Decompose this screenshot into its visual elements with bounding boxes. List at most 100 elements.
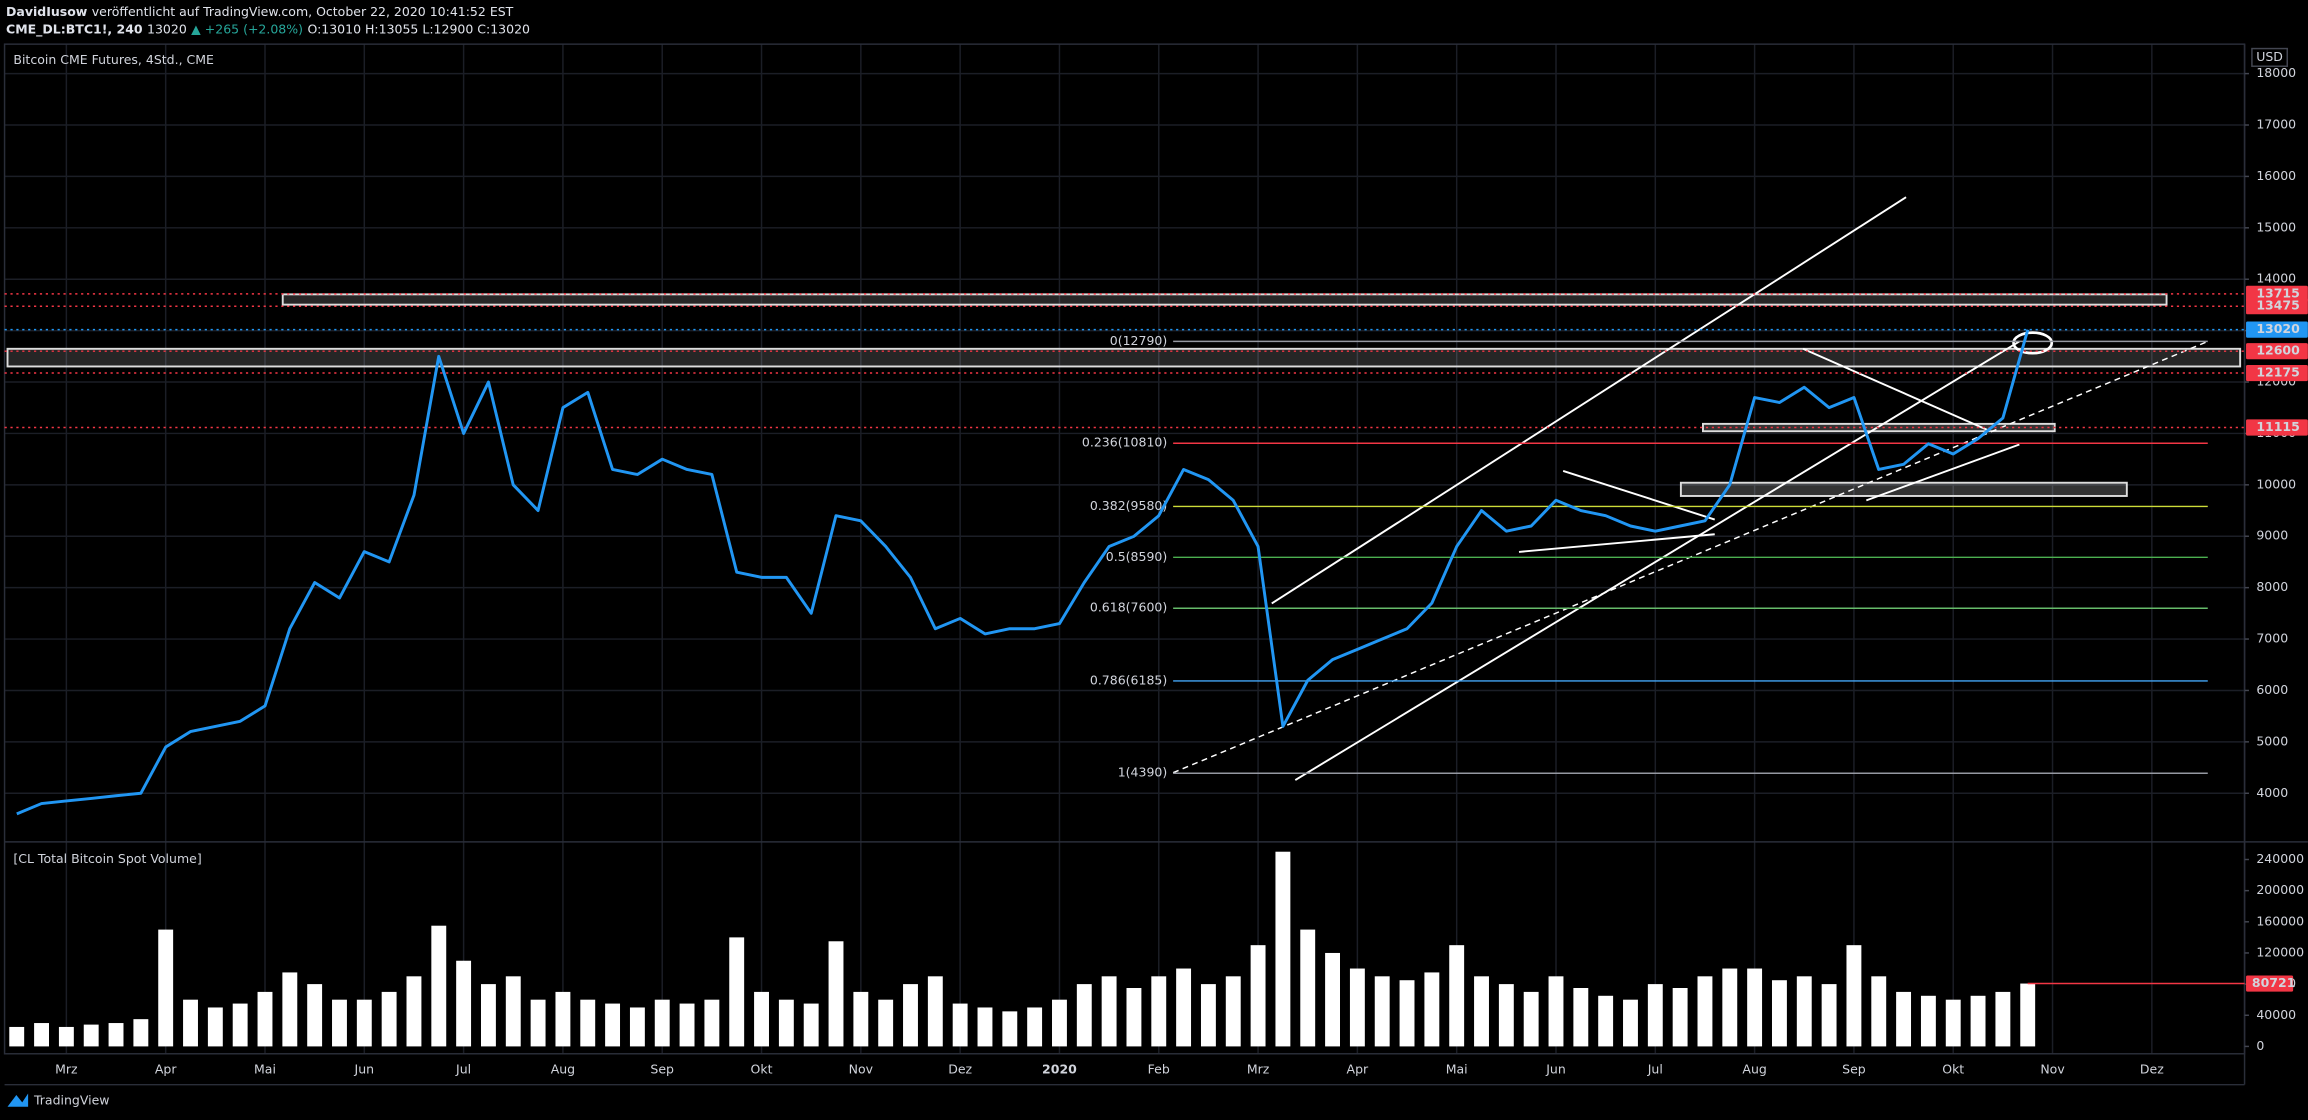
y-tick-label: 40000 [2256, 1007, 2296, 1022]
symbol: CME_DL:BTC1!, 240 [6, 21, 143, 37]
volume-bar [1747, 968, 1763, 1047]
volume-bar [1002, 1011, 1018, 1047]
y-tick-label: 16000 [2256, 168, 2296, 183]
fib-label: 0.618(7600) [1090, 600, 1167, 615]
y-tick-label: 200000 [2256, 882, 2304, 897]
volume-bar [778, 999, 794, 1047]
x-tick-label: Okt [1942, 1061, 1964, 1076]
volume-bar [1399, 980, 1415, 1047]
volume-bar [1027, 1007, 1043, 1047]
volume-bar [1623, 999, 1638, 1047]
volume-bar [1821, 984, 1837, 1047]
y-tick-label: 8000 [2256, 579, 2288, 594]
published: veröffentlicht auf TradingView.com, Octo… [92, 3, 514, 18]
brand: TradingView [33, 1092, 110, 1107]
volume-bar [629, 1007, 645, 1047]
y-tick-label: 10000 [2256, 476, 2296, 491]
price-pane-title: Bitcoin CME Futures, 4Std., CME [13, 52, 214, 67]
price-level-label: 13715 [2256, 285, 2299, 300]
volume-bar [356, 999, 372, 1047]
fib-label: 0.5(8590) [1106, 549, 1167, 564]
x-tick-label: Mai [1446, 1061, 1468, 1076]
volume-bar [505, 976, 521, 1047]
volume-bar [1498, 984, 1514, 1047]
x-tick-label: Nov [2040, 1061, 2065, 1076]
x-tick-label: Sep [650, 1061, 674, 1076]
x-tick-label: Feb [1148, 1061, 1170, 1076]
volume-bar [1523, 991, 1539, 1047]
volume-bar [555, 991, 571, 1047]
volume-bar [406, 976, 422, 1047]
x-tick-label: 2020 [1042, 1061, 1077, 1076]
header-line-2: CME_DL:BTC1!, 240 13020 ▲ +265 (+2.08%) O:1… [6, 21, 530, 37]
zone [1679, 481, 2128, 497]
volume-bar [530, 999, 546, 1047]
volume-bar [803, 1003, 819, 1047]
trendline [1271, 196, 1907, 605]
x-tick-label: Mai [254, 1061, 276, 1076]
trendline [1518, 533, 1715, 553]
volume-bar [878, 999, 894, 1047]
volume-bar [1300, 929, 1316, 1047]
x-tick-label: Sep [1842, 1061, 1866, 1076]
price-level-label: 13020 [2256, 321, 2300, 336]
x-tick-label: Dez [948, 1061, 972, 1076]
price-level-tag [2246, 364, 2308, 382]
y-tick-label: 160000 [2256, 913, 2304, 928]
volume-bar [1771, 980, 1787, 1047]
fib-label: 1(4390) [1118, 765, 1168, 780]
volume-bar [158, 929, 174, 1047]
fib-label: 0.236(10810) [1082, 435, 1167, 450]
highlight-ellipse [2012, 331, 2054, 355]
volume-bar [1076, 984, 1092, 1047]
volume-bar [605, 1003, 621, 1047]
price-level-tag [2246, 343, 2308, 360]
y-tick-label: 0 [2256, 1038, 2264, 1053]
grid [4, 44, 2245, 1054]
y-tick-label: 6000 [2256, 682, 2288, 697]
logo-icon [7, 1093, 29, 1107]
volume-bar [1672, 988, 1688, 1047]
ohlc: O:13010 H:13055 L:12900 C:13020 [307, 21, 530, 36]
volume-bar [232, 1003, 248, 1047]
y-tick-label: 9000 [2256, 528, 2288, 543]
volume-bar [1846, 945, 1862, 1047]
y-tick-label: 7000 [2256, 631, 2288, 646]
volume-bar [679, 1003, 695, 1047]
volume-bar [58, 1026, 74, 1047]
fib-label: 0.382(9580) [1090, 498, 1167, 513]
volume-bar [1945, 999, 1961, 1047]
y-tick-label: 17000 [2256, 117, 2296, 132]
volume-bar [903, 984, 918, 1047]
volume-bar [580, 999, 596, 1047]
price-level-tag [2246, 321, 2308, 338]
volume-bar [1374, 976, 1390, 1047]
volume-bar [1424, 972, 1440, 1047]
fib-label: 0.786(6185) [1090, 672, 1167, 687]
last-volume-label: 80721 [2252, 975, 2295, 990]
unit-box [2251, 47, 2288, 67]
volume-bar [1325, 952, 1341, 1047]
volume-bar [1722, 968, 1738, 1047]
volume-bar [480, 984, 496, 1047]
x-tick-label: Dez [2140, 1061, 2164, 1076]
x-tick-label: Aug [551, 1061, 575, 1076]
x-tick-label: Apr [1347, 1061, 1369, 1076]
volume-bar [1225, 976, 1241, 1047]
volume-bar [1151, 976, 1167, 1047]
y-tick-label: 4000 [2256, 785, 2288, 800]
volume-bar [1349, 968, 1365, 1047]
unit-label: USD [2256, 49, 2283, 64]
volume-bar [133, 1019, 149, 1047]
price-level-label: 12175 [2256, 365, 2299, 380]
volume-bar [952, 1003, 968, 1047]
volume-bar [257, 991, 273, 1047]
volume-bar [654, 999, 670, 1047]
volume-bar [34, 1023, 49, 1047]
price-line [16, 329, 2030, 816]
volume-bar [207, 1007, 223, 1047]
x-tick-label: Nov [849, 1061, 874, 1076]
volume-bar [1548, 976, 1564, 1047]
volume-bar [1970, 995, 1986, 1047]
